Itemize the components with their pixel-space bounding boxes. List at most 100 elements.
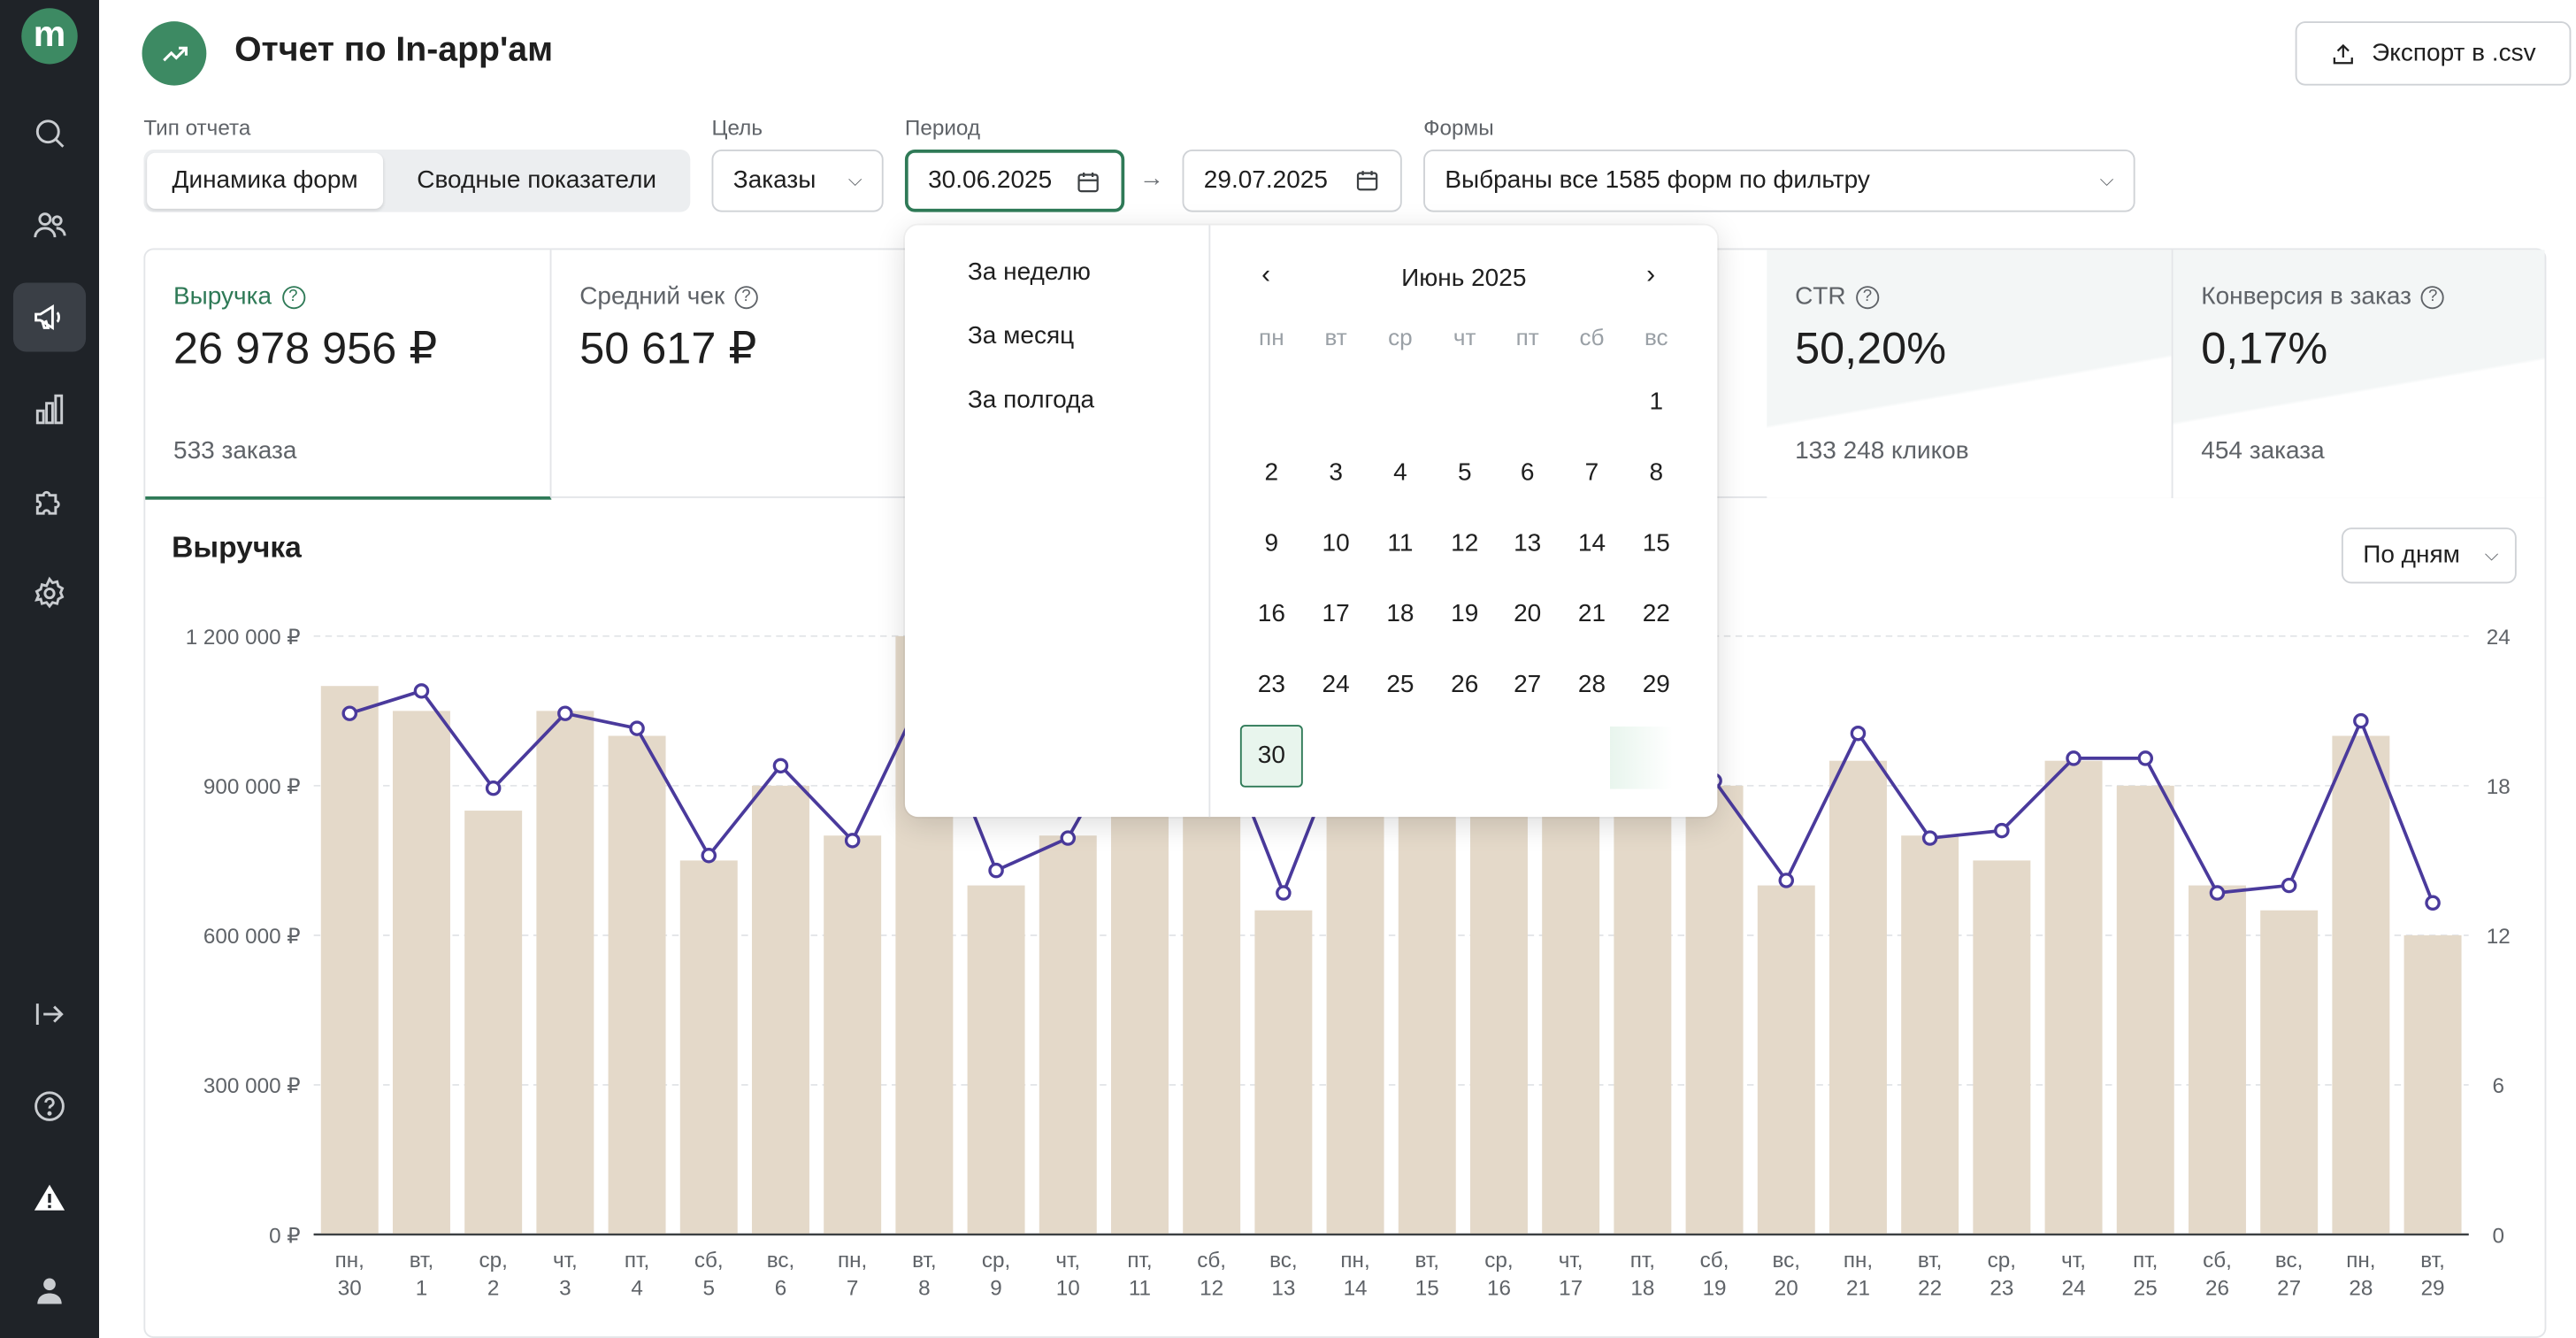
x-axis-tick-label: сб, 19	[1700, 1249, 1729, 1301]
calendar-day[interactable]: 30	[1239, 725, 1303, 788]
line-point	[2353, 712, 2369, 729]
kpi-label: Средний чек	[579, 282, 725, 311]
question-icon[interactable]: ?	[1855, 285, 1879, 309]
granularity-select[interactable]: По дням ⌵	[2341, 527, 2517, 584]
calendar-day[interactable]: 3	[1329, 458, 1343, 487]
x-axis-tick-label: вс, 13	[1269, 1249, 1297, 1301]
calendar-day[interactable]: 8	[1649, 458, 1664, 487]
forms-select[interactable]: Выбраны все 1585 форм по фильтру ⌵	[1423, 150, 2135, 212]
calendar-day[interactable]: 28	[1577, 670, 1606, 699]
settings-icon[interactable]	[13, 559, 86, 628]
kpi-avg-check[interactable]: Средний чек? 50 617 ₽	[551, 250, 958, 498]
kpi-value: 26 978 956 ₽	[173, 323, 438, 373]
calendar-day[interactable]: 14	[1577, 529, 1606, 558]
calendar-day[interactable]: 9	[1264, 529, 1279, 558]
megaphone-icon[interactable]	[12, 282, 87, 352]
calendar-day[interactable]: 20	[1514, 599, 1542, 628]
x-axis-tick-label: вс, 27	[2275, 1249, 2303, 1301]
chevron-right-icon[interactable]: ›	[1646, 261, 1656, 289]
bar	[1685, 785, 1744, 1234]
calendar-day[interactable]: 12	[1451, 529, 1479, 558]
kpi-ctr[interactable]: CTR? 50,20% 133 248 кликов	[1767, 250, 2174, 498]
calendar-day[interactable]: 17	[1322, 599, 1350, 628]
calendar-day[interactable]: 19	[1451, 599, 1479, 628]
calendar-day[interactable]: 11	[1387, 529, 1414, 558]
calendar-day[interactable]: 13	[1514, 529, 1542, 558]
sidebar: m	[0, 0, 100, 1338]
calendar-month-label: Июнь 2025	[1401, 265, 1527, 293]
x-axis-tick-label: вт, 8	[912, 1249, 937, 1301]
period-to-input[interactable]: 29.07.2025	[1182, 150, 1402, 212]
calendar-day[interactable]: 26	[1451, 670, 1479, 699]
x-axis-tick-label: ср, 23	[1988, 1249, 2016, 1301]
user-icon[interactable]	[13, 1256, 86, 1325]
app-logo[interactable]: m	[21, 8, 78, 65]
users-icon[interactable]	[13, 190, 86, 259]
question-icon[interactable]: ?	[734, 285, 758, 309]
warning-icon[interactable]	[13, 1164, 86, 1233]
report-type-summary[interactable]: Сводные показатели	[417, 165, 657, 195]
bar	[2116, 785, 2174, 1234]
date-picker-popup: За неделю За месяц За полгода Июнь 2025 …	[904, 225, 1718, 818]
export-csv-button[interactable]: Экспорт в .csv	[2295, 21, 2572, 86]
question-icon[interactable]: ?	[2421, 285, 2445, 309]
preset-week[interactable]: За неделю	[967, 258, 1091, 287]
x-axis-tick-label: вт, 1	[410, 1249, 434, 1301]
calendar-day[interactable]: 1	[1649, 388, 1664, 416]
y2-axis-tick-label: 12	[2487, 925, 2511, 949]
x-axis-tick-label: пт, 4	[625, 1249, 649, 1301]
kpi-label: Конверсия в заказ	[2201, 282, 2411, 311]
help-icon[interactable]	[13, 1072, 86, 1141]
calendar-day[interactable]: 2	[1264, 458, 1279, 487]
x-axis-tick-label: вт, 15	[1415, 1249, 1440, 1301]
calendar-day[interactable]: 10	[1322, 529, 1350, 558]
calendar-day[interactable]: 7	[1584, 458, 1599, 487]
arrow-right-icon: →	[1139, 164, 1165, 193]
x-axis-tick-label: ср, 2	[479, 1249, 507, 1301]
calendar-day[interactable]: 23	[1257, 670, 1285, 699]
calendar-day[interactable]: 22	[1642, 599, 1670, 628]
period-from-input[interactable]: 30.06.2025	[904, 150, 1125, 212]
calendar-day[interactable]: 15	[1642, 529, 1670, 558]
calendar-day[interactable]: 6	[1520, 458, 1535, 487]
x-axis-tick-label: сб, 5	[694, 1249, 724, 1301]
line-point	[1778, 873, 1795, 888]
calendar-day[interactable]: 29	[1642, 670, 1670, 699]
chevron-left-icon[interactable]: ‹	[1261, 261, 1271, 289]
calendar-day[interactable]: 5	[1457, 458, 1472, 487]
kpi-revenue[interactable]: Выручка? 26 978 956 ₽ 533 заказа	[145, 250, 552, 500]
bar	[1757, 885, 1815, 1234]
kpi-sub: 533 заказа	[173, 437, 297, 465]
kpi-conversion[interactable]: Конверсия в заказ? 0,17% 454 заказа	[2173, 250, 2545, 498]
preset-month[interactable]: За месяц	[967, 322, 1075, 350]
x-axis-tick-label: чт, 17	[1559, 1249, 1583, 1301]
x-axis-tick-label: пн, 28	[2346, 1249, 2375, 1301]
line-point	[1850, 725, 1867, 742]
puzzle-icon[interactable]	[13, 467, 86, 536]
bar	[2260, 910, 2319, 1234]
preset-half-year[interactable]: За полгода	[967, 386, 1095, 415]
calendar-day[interactable]: 27	[1514, 670, 1542, 699]
calendar-day[interactable]: 18	[1386, 599, 1414, 628]
goal-select[interactable]: Заказы ⌵	[711, 150, 884, 212]
calendar-day[interactable]: 25	[1386, 670, 1414, 699]
calendar-day[interactable]: 16	[1257, 599, 1285, 628]
x-axis-tick-label: пн, 7	[838, 1249, 867, 1301]
line-point	[772, 757, 789, 774]
bar	[679, 860, 738, 1234]
calendar-day[interactable]: 4	[1393, 458, 1407, 487]
bar	[1254, 910, 1313, 1234]
calendar-day[interactable]: 21	[1577, 599, 1606, 628]
search-icon[interactable]	[13, 98, 86, 167]
line-point	[1921, 830, 1938, 846]
question-icon[interactable]: ?	[281, 285, 305, 309]
x-axis-tick-label: вс, 6	[767, 1249, 794, 1301]
goal-label: Цель	[711, 115, 763, 140]
bar-chart-icon[interactable]	[13, 375, 86, 444]
calendar-day[interactable]: 24	[1322, 670, 1350, 699]
line-point	[2137, 750, 2154, 766]
bar	[464, 811, 523, 1234]
exit-icon[interactable]	[13, 980, 86, 1049]
report-type-dynamics[interactable]: Динамика форм	[147, 152, 384, 209]
weekday-label: сб	[1579, 323, 1605, 350]
